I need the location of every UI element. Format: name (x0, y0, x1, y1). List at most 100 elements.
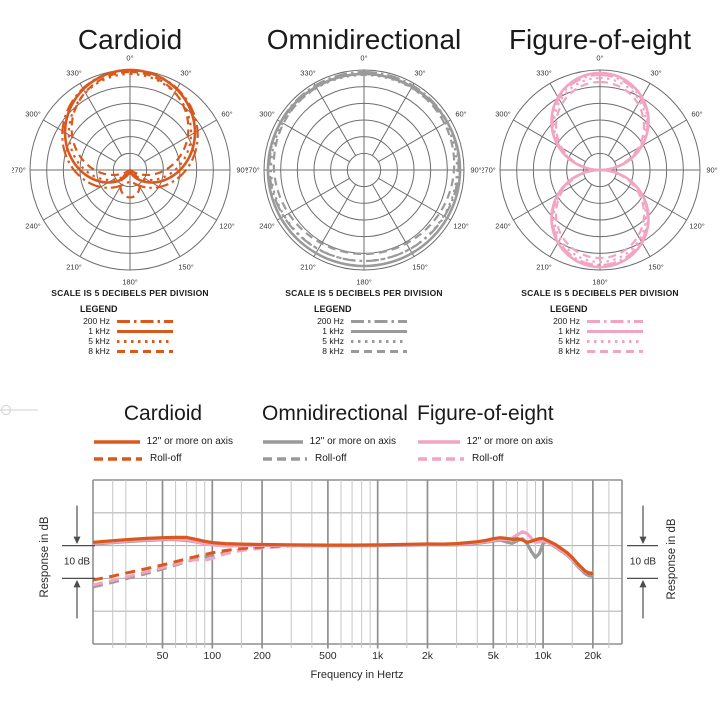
scale-note: SCALE IS 5 DECIBELS PER DIVISION (51, 288, 209, 298)
x-tick-50: 50 (156, 650, 169, 662)
polar-angle-label: 60° (691, 110, 702, 119)
y-axis-label-left: Response in dB (39, 516, 51, 598)
legend-row: 200 Hz (534, 317, 666, 326)
legend-line-swatch (587, 340, 643, 343)
response-curve-omnidirectional-dashed (92, 544, 328, 589)
response-legend-omnidirectional: Omnidirectional 12" or more on axis Roll… (262, 402, 408, 467)
polar-angle-label: 60° (455, 110, 466, 119)
y-axis-label-right: Response in dB (666, 518, 678, 600)
response-curve-cardioid-solid (92, 535, 594, 576)
db-scale-label-left: 10 dB (63, 556, 91, 568)
polar-angle-label: 120° (689, 222, 705, 231)
db-scale-label-right: 10 dB (629, 556, 657, 568)
polar-plot-figure-of-eight: 0° 30° 60° 90° 120° 150° 180° 210° 240° 270° 300° 3… (482, 54, 718, 287)
legend-line-swatch (117, 340, 173, 343)
polar-grid-spoke (137, 184, 181, 257)
polar-angle-label: 150° (178, 262, 194, 271)
response-curve-cardioid-dashed (92, 543, 328, 582)
x-tick-500: 500 (319, 650, 337, 662)
legend-item-label: 8 kHz (322, 346, 344, 356)
polar-grid-spoke (607, 83, 651, 156)
polar-grid-spoke (277, 119, 350, 163)
polar-curve-5khz (552, 76, 648, 264)
legend-item-label: 5 kHz (322, 336, 344, 346)
polar-angle-label: 30° (650, 69, 661, 78)
polar-title-cardioid: Cardioid (77, 24, 183, 55)
polar-angle-label: 120° (219, 222, 235, 231)
legend-item-label: 8 kHz (558, 346, 580, 356)
polar-angle-label: 180° (356, 278, 372, 287)
legend-row: 8 kHz (534, 347, 666, 356)
crop-mark (1, 405, 11, 415)
polar-title-figure-of-eight: Figure-of-eight (508, 24, 692, 55)
polar-angle-label: 0° (360, 54, 367, 63)
arrow-up-icon (639, 579, 647, 588)
legend-row: 1 kHz (64, 327, 196, 336)
solid-line-swatch (263, 439, 303, 444)
legend-item-label: 8 kHz (88, 346, 110, 356)
polar-plot-omnidirectional: 0° 30° 60° 90° 120° 150° 180° 210° 240° 270° 300° 3… (246, 54, 482, 287)
polar-angle-label: 0° (596, 54, 603, 63)
polar-legend-title: LEGEND (550, 304, 588, 314)
legend-item-label: 1 kHz (88, 326, 110, 336)
polar-angle-label: 240° (495, 222, 511, 231)
polar-grid-spoke (607, 184, 651, 257)
polar-grid-spoke (371, 184, 415, 257)
polar-angle-label: 240° (25, 222, 41, 231)
legend-row: Roll-off (262, 450, 396, 467)
x-tick-200: 200 (253, 650, 271, 662)
legend-item-label: 12" or more on axis (466, 436, 553, 447)
arrow-down-icon (73, 536, 81, 545)
legend-item-label: 1 kHz (558, 326, 580, 336)
polar-grid-spoke (378, 119, 451, 163)
polar-curve-1khz (550, 71, 650, 269)
legend-item-label: 1 kHz (322, 326, 344, 336)
solid-line-swatch (418, 439, 460, 444)
solid-line-swatch (94, 439, 140, 444)
polar-angle-label: 330° (300, 69, 316, 78)
legend-row: 12" or more on axis (262, 433, 396, 450)
polar-grid-spoke (513, 177, 586, 221)
polar-angle-label: 60° (221, 110, 232, 119)
polar-grid-spoke (614, 119, 687, 163)
polar-grid-spoke (144, 119, 217, 163)
polar-grid-spoke (313, 184, 357, 257)
polar-legend-figure-of-eight: LEGEND 200 Hz 1 kHz 5 kHz 8 kHz (534, 304, 666, 357)
polar-legend-cardioid: LEGEND 200 Hz 1 kHz 5 kHz 8 kHz (64, 304, 196, 357)
polar-angle-label: 90° (470, 166, 481, 175)
polar-curve-1khz (63, 68, 197, 184)
legend-item-label: 200 Hz (83, 316, 110, 326)
response-title-omnidirectional: Omnidirectional (262, 402, 408, 425)
dashed-line-swatch (263, 456, 307, 461)
response-title-cardioid: Cardioid (123, 402, 203, 425)
legend-row: 5 kHz (298, 337, 430, 346)
legend-item-label: 5 kHz (558, 336, 580, 346)
polar-grid-spoke (277, 177, 350, 221)
polar-angle-label: 30° (180, 69, 191, 78)
legend-line-swatch (117, 320, 173, 323)
response-title-figure-of-eight: Figure-of-eight (417, 402, 554, 425)
legend-item-label: 200 Hz (553, 316, 580, 326)
polar-angle-label: 180° (592, 278, 608, 287)
polar-angle-label: 270° (246, 166, 260, 175)
polar-grid-spoke (79, 83, 123, 156)
response-curve-figure8-solid (92, 530, 594, 575)
polar-chart-cardioid: Cardioid 0° 30° 60° 90° 120° 150° 180° 210° 240°… (12, 0, 248, 400)
polar-grid-spoke (378, 177, 451, 221)
scale-note: SCALE IS 5 DECIBELS PER DIVISION (285, 288, 443, 298)
legend-row: 5 kHz (64, 337, 196, 346)
polar-angle-label: 90° (236, 166, 247, 175)
x-tick-10k: 10k (534, 650, 552, 662)
polar-plot-cardioid: 0° 30° 60° 90° 120° 150° 180° 210° 240° 270° 300° 3… (12, 54, 248, 287)
x-tick-20k: 20k (584, 650, 602, 662)
legend-line-swatch (351, 320, 407, 323)
polar-title-omnidirectional: Omnidirectional (266, 24, 462, 55)
dashed-line-swatch (418, 456, 464, 461)
legend-row: 5 kHz (534, 337, 666, 346)
polar-angle-label: 120° (453, 222, 469, 231)
polar-angle-label: 300° (495, 110, 511, 119)
legend-line-swatch (587, 350, 643, 353)
polar-curve-5khz (269, 73, 459, 263)
polar-angle-label: 210° (300, 262, 316, 271)
